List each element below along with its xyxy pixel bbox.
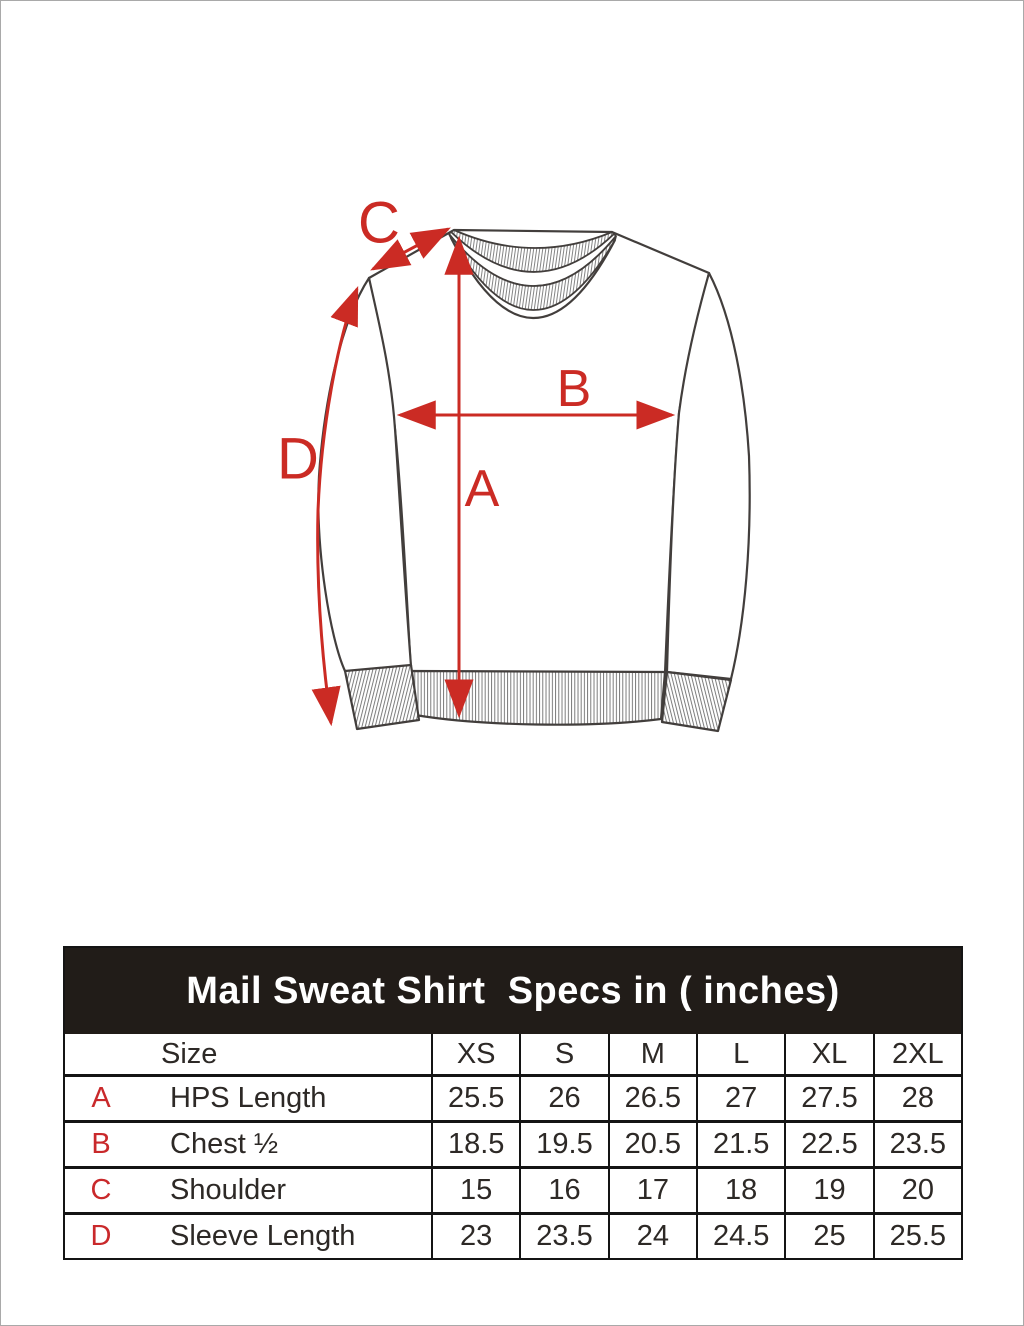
value-cell: 26 [519, 1074, 608, 1120]
column-header-xs: XS [431, 1034, 520, 1074]
spec-table-header-row: Size XS S M L XL 2XL [65, 1034, 961, 1074]
measure-arrow-C [370, 227, 451, 271]
table-row-chest: B Chest ½ 18.5 19.5 20.5 21.5 22.5 23.5 [65, 1120, 961, 1166]
row-label: Sleeve Length [170, 1220, 356, 1252]
column-header-xl: XL [784, 1034, 873, 1074]
row-name-cell: D Sleeve Length [65, 1212, 431, 1258]
value-cell: 20 [872, 1166, 961, 1212]
table-row-shoulder: C Shoulder 15 16 17 18 19 20 [65, 1166, 961, 1212]
value-cell: 18 [696, 1166, 785, 1212]
value-cell: 23 [431, 1212, 520, 1258]
right-cuff [660, 670, 733, 733]
row-letter: A [91, 1082, 111, 1114]
spec-table: Mail Sweat Shirt Specs in ( inches) Size… [63, 946, 963, 1260]
row-label: Shoulder [170, 1174, 287, 1206]
left-cuff [343, 663, 421, 731]
label-B: B [557, 360, 592, 418]
value-cell: 21.5 [696, 1120, 785, 1166]
row-letter: B [91, 1128, 111, 1160]
label-C: C [358, 191, 400, 256]
row-letter: C [90, 1174, 112, 1206]
value-cell: 19.5 [519, 1120, 608, 1166]
row-name-cell: C Shoulder [65, 1166, 431, 1212]
row-name-cell: B Chest ½ [65, 1120, 431, 1166]
value-cell: 25.5 [872, 1212, 961, 1258]
column-header-l: L [696, 1034, 785, 1074]
value-cell: 28 [872, 1074, 961, 1120]
value-cell: 22.5 [784, 1120, 873, 1166]
spec-table-title: Mail Sweat Shirt Specs in ( inches) [65, 948, 961, 1034]
column-header-m: M [607, 1034, 696, 1074]
label-D: D [277, 427, 319, 492]
value-cell: 24 [607, 1212, 696, 1258]
row-letter: D [90, 1220, 112, 1252]
value-cell: 20.5 [607, 1120, 696, 1166]
measure-arrow-D [311, 285, 359, 727]
column-header-2xl: 2XL [872, 1034, 961, 1074]
value-cell: 27 [696, 1074, 785, 1120]
table-row-hps-length: A HPS Length 25.5 26 26.5 27 27.5 28 [65, 1074, 961, 1120]
value-cell: 16 [519, 1166, 608, 1212]
value-cell: 19 [784, 1166, 873, 1212]
column-header-s: S [519, 1034, 608, 1074]
value-cell: 18.5 [431, 1120, 520, 1166]
row-name-cell: A HPS Length [65, 1074, 431, 1120]
table-row-sleeve-length: D Sleeve Length 23 23.5 24 24.5 25 25.5 [65, 1212, 961, 1258]
hem-band [409, 669, 667, 726]
value-cell: 25.5 [431, 1074, 520, 1120]
label-A: A [465, 460, 500, 518]
value-cell: 24.5 [696, 1212, 785, 1258]
value-cell: 17 [607, 1166, 696, 1212]
value-cell: 23.5 [872, 1120, 961, 1166]
value-cell: 26.5 [607, 1074, 696, 1120]
column-header-size: Size [65, 1034, 431, 1074]
value-cell: 25 [784, 1212, 873, 1258]
sweatshirt-diagram: C B A D [1, 1, 1023, 881]
value-cell: 15 [431, 1166, 520, 1212]
value-cell: 23.5 [519, 1212, 608, 1258]
sweatshirt-diagram-svg: C B A D [277, 191, 751, 733]
row-label: Chest ½ [170, 1128, 278, 1160]
value-cell: 27.5 [784, 1074, 873, 1120]
row-label: HPS Length [170, 1082, 327, 1114]
